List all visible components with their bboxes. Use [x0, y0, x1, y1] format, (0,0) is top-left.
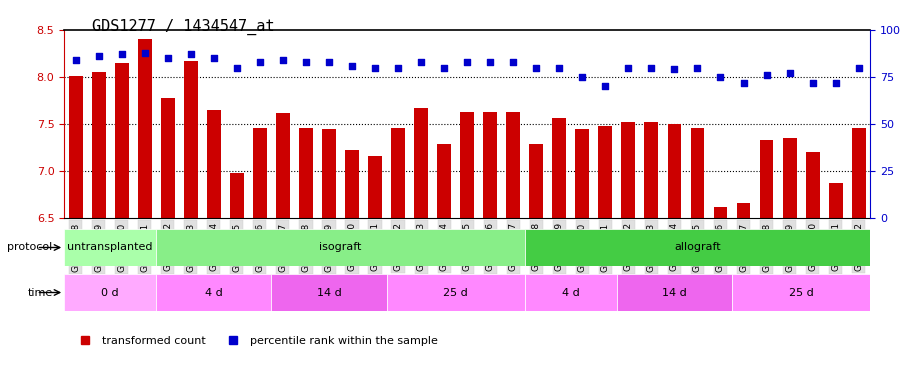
Point — [736, 80, 751, 86]
Text: 14 d: 14 d — [317, 288, 342, 297]
FancyBboxPatch shape — [64, 229, 157, 266]
Bar — [69, 76, 82, 217]
Point — [160, 55, 175, 61]
Text: protocol: protocol — [7, 243, 52, 252]
Bar — [668, 124, 682, 218]
Point — [667, 66, 682, 72]
Bar — [345, 150, 359, 217]
Text: 25 d: 25 d — [443, 288, 468, 297]
Bar — [207, 110, 221, 218]
Point — [552, 64, 567, 70]
Point — [92, 53, 106, 59]
Bar — [137, 39, 152, 218]
Bar — [621, 122, 636, 218]
Text: GDS1277 / 1434547_at: GDS1277 / 1434547_at — [92, 19, 274, 35]
Point — [460, 59, 474, 65]
Text: time: time — [27, 288, 52, 297]
Point — [690, 64, 704, 70]
Bar — [368, 156, 382, 218]
FancyBboxPatch shape — [616, 274, 732, 311]
Bar — [391, 128, 405, 217]
Point — [414, 59, 429, 65]
Point — [367, 64, 382, 70]
Bar — [829, 183, 843, 218]
FancyBboxPatch shape — [732, 274, 870, 311]
Point — [782, 70, 797, 76]
Point — [714, 74, 728, 80]
Point — [483, 59, 497, 65]
Bar — [552, 118, 566, 218]
Text: isograft: isograft — [320, 243, 362, 252]
Bar — [598, 126, 612, 218]
Bar — [92, 72, 105, 217]
FancyBboxPatch shape — [525, 229, 870, 266]
Point — [69, 57, 83, 63]
Bar — [645, 122, 659, 218]
Bar — [759, 140, 773, 218]
Text: 0 d: 0 d — [102, 288, 119, 297]
FancyBboxPatch shape — [387, 274, 525, 311]
Point — [529, 64, 543, 70]
Text: 14 d: 14 d — [662, 288, 687, 297]
Text: untransplanted: untransplanted — [68, 243, 153, 252]
Legend: transformed count, percentile rank within the sample: transformed count, percentile rank withi… — [70, 332, 442, 351]
FancyBboxPatch shape — [271, 274, 387, 311]
Point — [575, 74, 590, 80]
Point — [805, 80, 820, 86]
Bar — [529, 144, 543, 218]
Text: 25 d: 25 d — [789, 288, 813, 297]
Point — [137, 50, 152, 55]
Bar — [460, 112, 474, 218]
Bar — [437, 144, 451, 218]
Point — [851, 64, 866, 70]
Bar — [161, 99, 175, 218]
Bar — [507, 112, 520, 218]
Point — [598, 83, 613, 89]
Point — [828, 80, 843, 86]
Point — [644, 64, 659, 70]
Bar — [782, 138, 797, 218]
Point — [276, 57, 290, 63]
Text: allograft: allograft — [674, 243, 721, 252]
Bar — [184, 61, 198, 217]
Point — [299, 59, 313, 65]
FancyBboxPatch shape — [525, 274, 616, 311]
Point — [322, 59, 336, 65]
Bar — [484, 112, 497, 218]
Point — [621, 64, 636, 70]
Bar — [114, 63, 128, 217]
Bar — [714, 207, 727, 218]
Text: 4 d: 4 d — [562, 288, 580, 297]
Bar — [230, 174, 244, 217]
Bar — [575, 129, 589, 218]
FancyBboxPatch shape — [64, 274, 157, 311]
Text: 4 d: 4 d — [205, 288, 223, 297]
Point — [437, 64, 452, 70]
Point — [391, 64, 406, 70]
FancyBboxPatch shape — [157, 229, 525, 266]
Bar — [299, 128, 313, 217]
FancyBboxPatch shape — [157, 274, 271, 311]
Bar — [736, 203, 750, 217]
Bar — [691, 128, 704, 218]
Point — [114, 51, 129, 57]
Point — [183, 51, 198, 57]
Point — [206, 55, 221, 61]
Bar — [253, 128, 267, 218]
Point — [230, 64, 245, 70]
Point — [506, 59, 520, 65]
Bar — [806, 152, 820, 217]
Bar — [852, 128, 866, 217]
Bar — [322, 129, 336, 218]
Point — [759, 72, 774, 78]
Bar — [414, 108, 428, 218]
Point — [344, 63, 359, 69]
Point — [253, 59, 267, 65]
Bar — [276, 113, 289, 218]
